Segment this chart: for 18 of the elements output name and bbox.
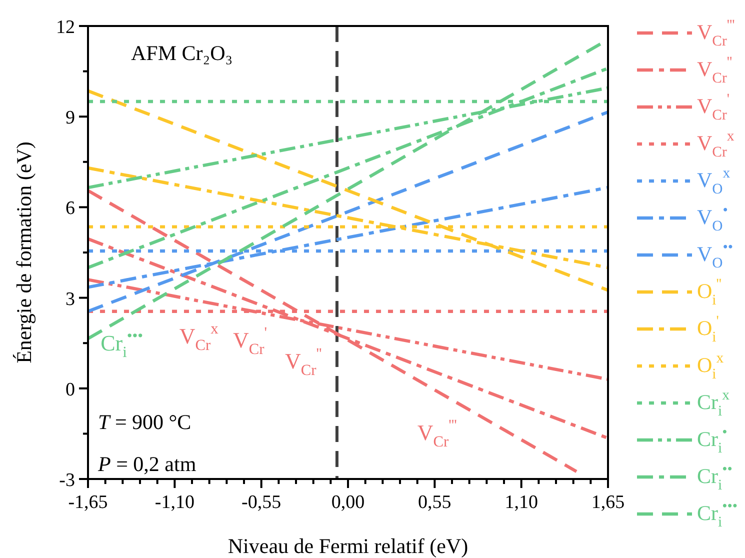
y-tick-label: 12 — [56, 17, 75, 38]
y-tick-label: 9 — [66, 108, 75, 129]
y-axis-title: Énergie de formation (eV) — [12, 142, 36, 364]
y-tick-label: 0 — [66, 379, 75, 400]
y-tick-label: -3 — [59, 470, 75, 491]
x-tick-label: 1,10 — [504, 492, 538, 513]
x-tick-label: 0,00 — [331, 492, 365, 513]
x-tick-label: -1,65 — [68, 492, 108, 513]
y-tick-label: 3 — [66, 288, 75, 310]
annotation: AFM Cr₂O₃ — [131, 41, 233, 65]
annotation: P = 0,2 atm — [97, 452, 196, 476]
y-tick-label: 6 — [66, 198, 75, 220]
annotation: T = 900 °C — [98, 410, 192, 434]
x-axis-title: Niveau de Fermi relatif (eV) — [228, 534, 468, 558]
x-tick-label: 1,65 — [591, 492, 625, 513]
x-tick-label: -1,10 — [154, 492, 194, 513]
x-tick-label: -0,55 — [242, 492, 282, 513]
x-tick-label: 0,55 — [418, 492, 452, 513]
